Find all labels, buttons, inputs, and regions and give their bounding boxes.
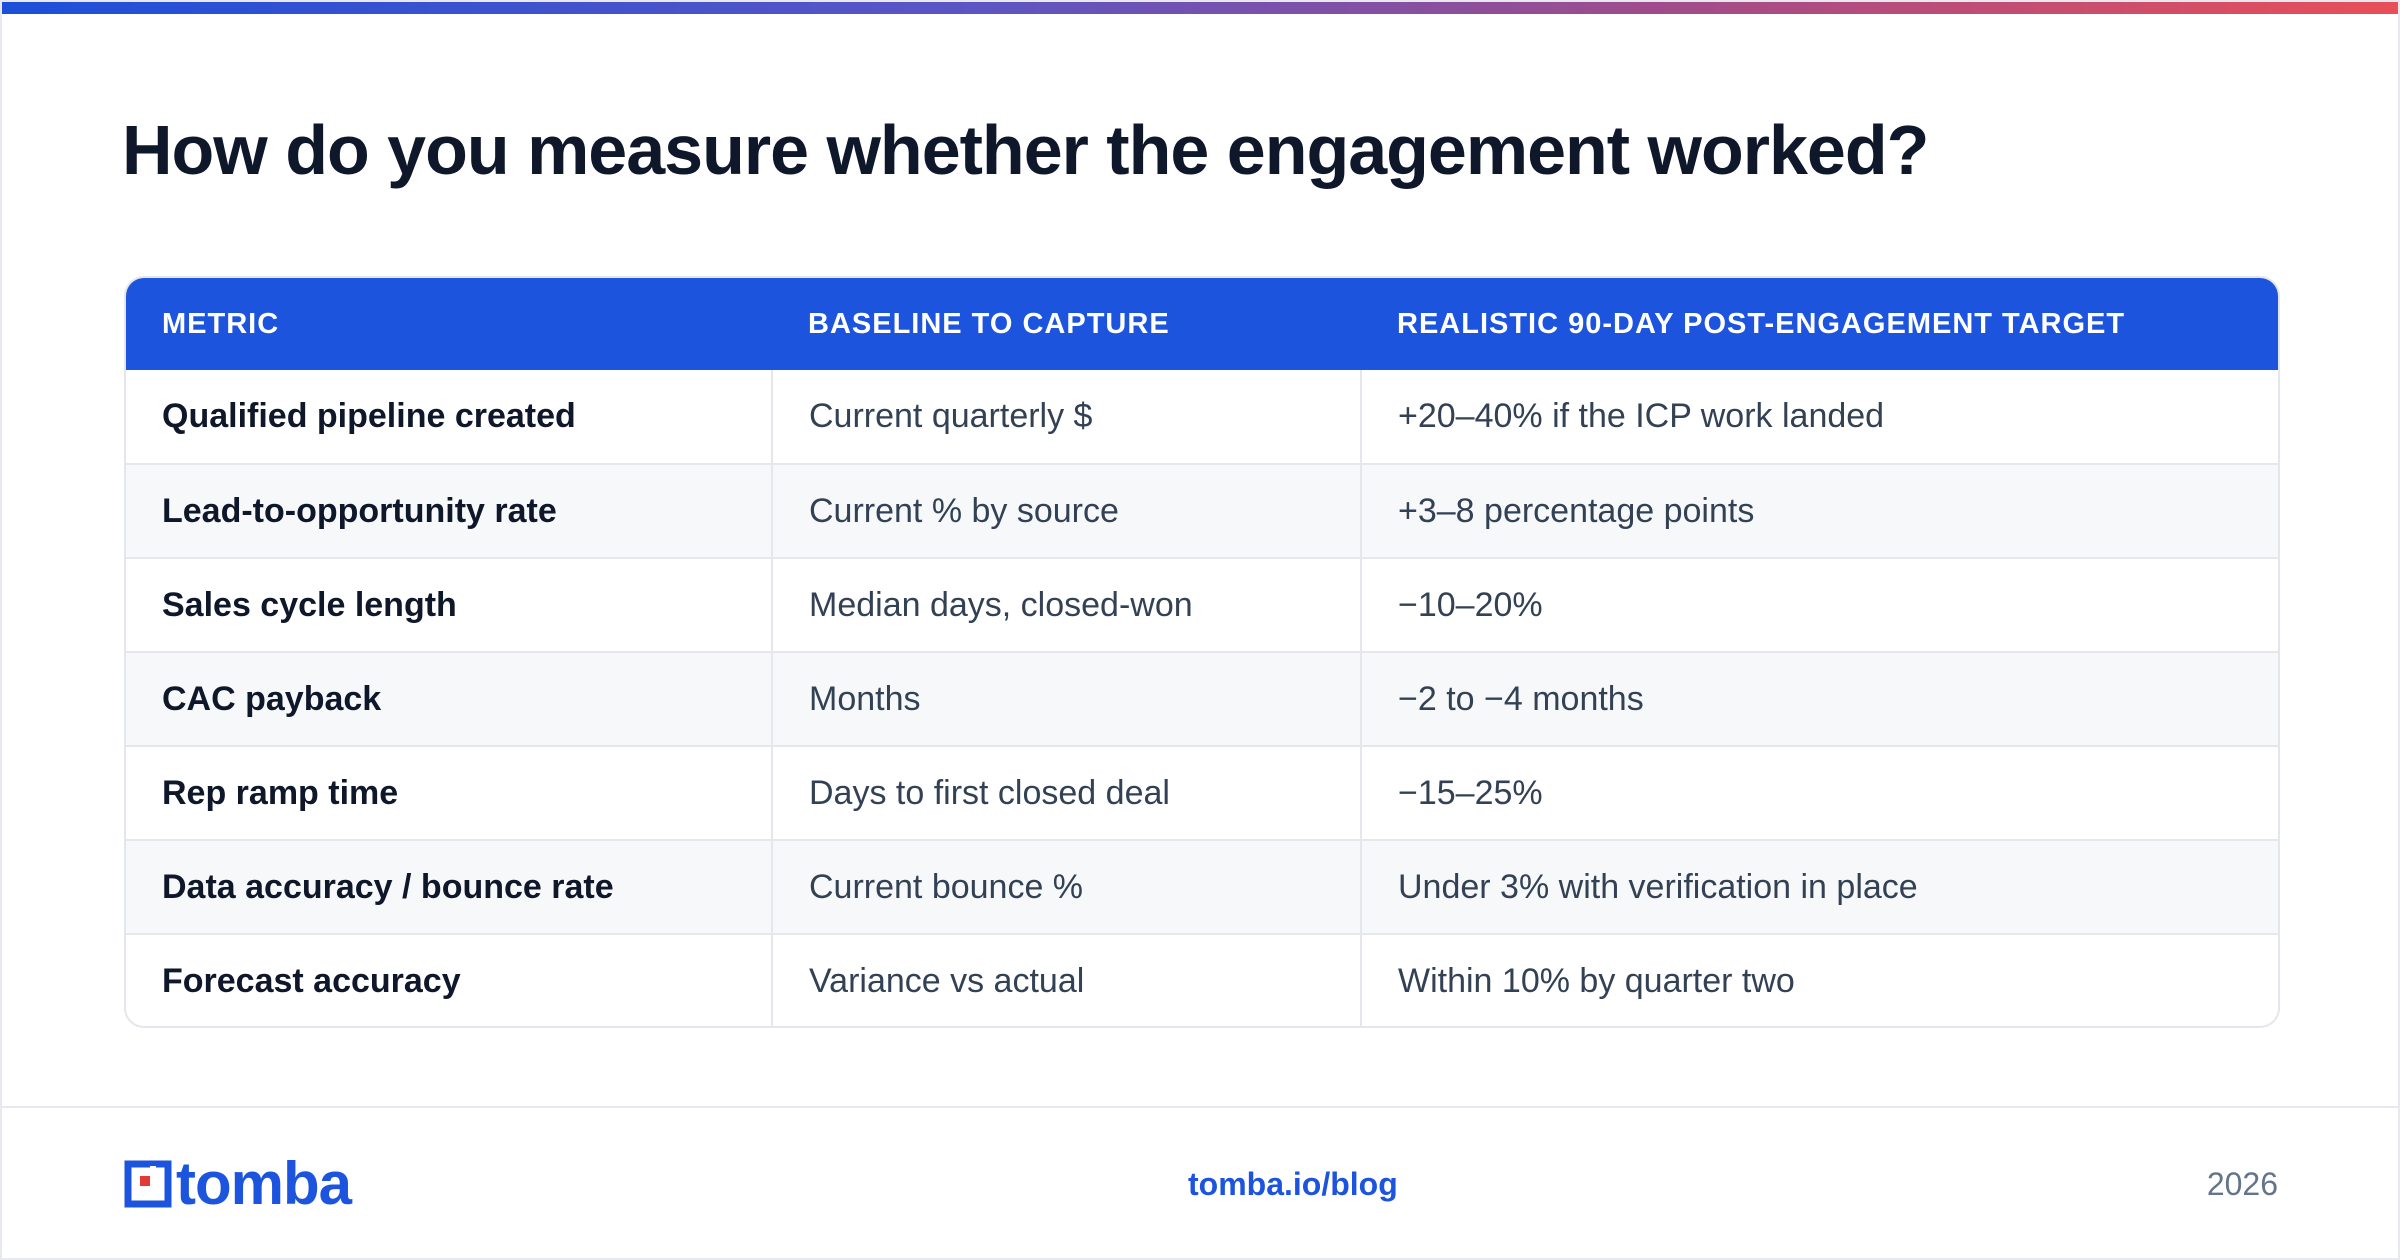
target-cell: +20–40% if the ICP work landed xyxy=(1360,370,2278,464)
target-cell: −15–25% xyxy=(1360,745,2278,840)
metric-cell: Data accuracy / bounce rate xyxy=(126,839,772,934)
table-row: Sales cycle length Median days, closed-w… xyxy=(126,557,2278,652)
metric-cell: Rep ramp time xyxy=(126,745,772,840)
baseline-cell: Months xyxy=(771,651,1361,746)
target-cell: Within 10% by quarter two xyxy=(1360,933,2278,1026)
table-row: Lead-to-opportunity rate Current % by so… xyxy=(126,463,2278,558)
metric-cell: Lead-to-opportunity rate xyxy=(126,463,772,558)
table-row: Rep ramp time Days to first closed deal … xyxy=(126,745,2278,840)
tomba-logo: tomba xyxy=(124,1150,352,1217)
logo-wordmark: tomba xyxy=(176,1150,352,1217)
target-cell: +3–8 percentage points xyxy=(1360,463,2278,558)
metric-cell: Forecast accuracy xyxy=(126,933,772,1026)
baseline-cell: Days to first closed deal xyxy=(771,745,1361,840)
year-label: 2026 xyxy=(2206,1166,2278,1202)
table-row: Forecast accuracy Variance vs actual Wit… xyxy=(126,933,2278,1026)
top-gradient-bar xyxy=(2,2,2398,14)
target-cell: Under 3% with verification in place xyxy=(1360,839,2278,934)
metric-cell: Qualified pipeline created xyxy=(162,397,576,435)
table-row: CAC payback Months −2 to −4 months xyxy=(126,651,2278,746)
table-row: Data accuracy / bounce rate Current boun… xyxy=(126,839,2278,934)
metric-cell: CAC payback xyxy=(126,651,772,746)
header-baseline: BASELINE TO CAPTURE xyxy=(808,307,1170,340)
tomba-logo-icon xyxy=(124,1160,172,1208)
header-target: REALISTIC 90-DAY POST-ENGAGEMENT TARGET xyxy=(1397,307,2126,340)
page-title: How do you measure whether the engagemen… xyxy=(122,111,1929,189)
baseline-cell: Current bounce % xyxy=(771,839,1361,934)
footer-divider xyxy=(2,1106,2398,1108)
baseline-cell: Current % by source xyxy=(771,463,1361,558)
metric-cell: Sales cycle length xyxy=(126,557,772,652)
target-cell: −10–20% xyxy=(1360,557,2278,652)
header-metric: METRIC xyxy=(162,307,280,340)
baseline-cell: Median days, closed-won xyxy=(771,557,1361,652)
metrics-table: METRIC BASELINE TO CAPTURE REALISTIC 90-… xyxy=(124,276,2280,1028)
table-row: Qualified pipeline created Current quart… xyxy=(126,370,2278,464)
blog-link[interactable]: tomba.io/blog xyxy=(1188,1166,1398,1202)
table-header-row: METRIC BASELINE TO CAPTURE REALISTIC 90-… xyxy=(126,278,2278,370)
baseline-cell: Current quarterly $ xyxy=(771,370,1361,464)
target-cell: −2 to −4 months xyxy=(1360,651,2278,746)
baseline-cell: Variance vs actual xyxy=(771,933,1361,1026)
